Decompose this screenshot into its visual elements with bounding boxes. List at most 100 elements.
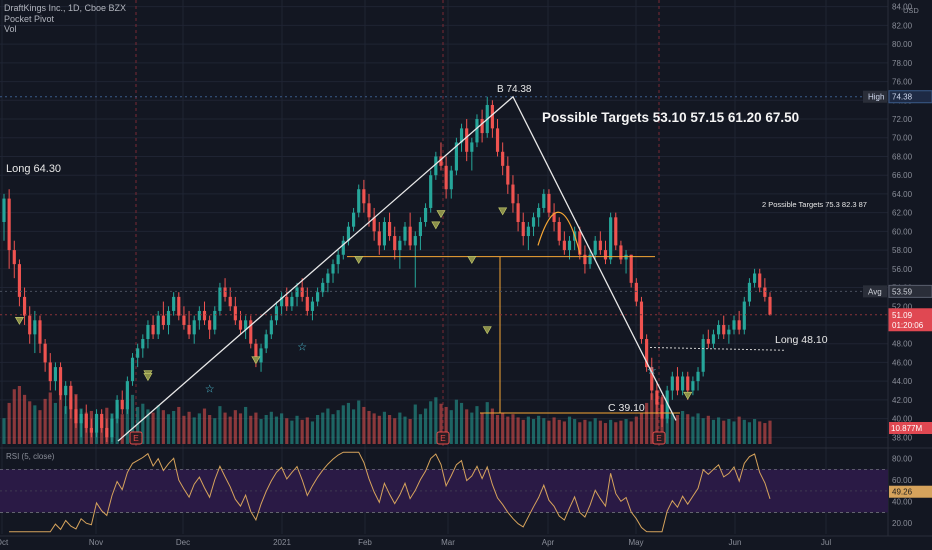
star-icon: ☆ xyxy=(647,365,657,377)
candle-body xyxy=(259,348,263,363)
candle-body xyxy=(316,292,320,302)
candle-body xyxy=(747,282,752,302)
candle-body xyxy=(552,212,556,222)
candle xyxy=(295,282,299,307)
volume-bar xyxy=(706,415,710,444)
volume-bar xyxy=(38,410,42,444)
star-icon: ☆ xyxy=(297,342,307,354)
volume-bar xyxy=(213,418,217,444)
price-tick-label: 66.00 xyxy=(892,171,913,180)
candle-body xyxy=(100,413,104,428)
volume-bar xyxy=(2,418,6,444)
volume-bar xyxy=(69,397,73,444)
volume-bar xyxy=(326,408,330,444)
candle xyxy=(141,334,145,358)
earnings-label: E xyxy=(656,433,662,443)
candle-body xyxy=(331,264,335,274)
candle-body xyxy=(490,104,494,129)
candle xyxy=(521,212,525,246)
candle-body xyxy=(74,409,78,424)
indicator-label[interactable]: Pocket Pivot xyxy=(4,13,55,24)
candle xyxy=(105,418,109,442)
volume-bar xyxy=(290,420,294,444)
time-tick-label: Apr xyxy=(542,538,555,547)
rsi-title: RSI (5, close) xyxy=(6,452,55,461)
candle xyxy=(490,100,494,138)
candle xyxy=(650,357,654,400)
candle xyxy=(7,189,11,269)
volume-bar xyxy=(161,410,165,444)
candle-body xyxy=(408,226,412,246)
volume-bar xyxy=(413,404,417,444)
volume-bar xyxy=(598,420,602,444)
candle-body xyxy=(238,320,243,330)
candle-body xyxy=(33,320,37,335)
volume-bar xyxy=(285,418,289,444)
volume-bar xyxy=(393,418,397,444)
price-tick-label: 76.00 xyxy=(892,78,913,87)
candle xyxy=(177,292,181,321)
candle-body xyxy=(367,203,371,218)
candle-body xyxy=(305,296,309,311)
price-tag-value: 53.59 xyxy=(892,287,913,296)
volume-bar xyxy=(310,421,315,444)
candle-body xyxy=(64,385,68,396)
candle xyxy=(213,306,217,335)
candle xyxy=(269,315,273,340)
price-tick-label: 44.00 xyxy=(892,377,913,386)
candle-body xyxy=(696,371,700,382)
candle xyxy=(634,278,638,307)
volume-bar xyxy=(557,419,561,444)
candle xyxy=(357,184,361,218)
candle xyxy=(244,315,248,340)
volume-bar xyxy=(228,416,232,444)
volume-bar xyxy=(495,415,500,444)
candle xyxy=(53,362,57,391)
candle-body xyxy=(197,310,201,321)
candle-body xyxy=(691,381,695,391)
time-tick-label: Dec xyxy=(176,538,190,547)
volume-bar xyxy=(141,403,145,444)
volume-label[interactable]: Vol xyxy=(4,24,17,34)
symbol-title[interactable]: DraftKings Inc., 1D, Cboe BZX xyxy=(4,3,127,13)
volume-bar xyxy=(629,421,633,444)
candle xyxy=(557,217,561,246)
volume-bar xyxy=(722,420,726,444)
volume-bar xyxy=(387,415,392,444)
candle xyxy=(747,278,752,307)
candle xyxy=(192,315,196,344)
pattern-line xyxy=(117,95,677,442)
candle xyxy=(398,236,402,269)
pivot-label-c: C 39.10 xyxy=(608,402,645,414)
price-tick-label: 52.00 xyxy=(892,302,913,311)
volume-bar xyxy=(130,394,135,444)
candle xyxy=(280,292,284,316)
candle xyxy=(737,310,741,335)
price-tag-box xyxy=(888,90,932,104)
candle-body xyxy=(439,156,443,166)
rsi-value-label: 49.26 xyxy=(892,488,913,497)
volume-bar xyxy=(300,419,304,444)
volume-bar xyxy=(645,402,649,444)
price-tick-label: 78.00 xyxy=(892,59,913,68)
volume-bar xyxy=(238,413,243,444)
volume-bar xyxy=(120,414,124,444)
candle-body xyxy=(12,250,16,265)
candle xyxy=(290,292,294,311)
volume-bar xyxy=(485,402,489,444)
candle xyxy=(501,142,505,176)
candle-body xyxy=(372,217,376,232)
long-entry-line xyxy=(649,346,786,351)
candle xyxy=(336,250,340,274)
candle xyxy=(495,119,500,157)
candle xyxy=(110,413,114,442)
candle xyxy=(259,343,263,372)
candle-body xyxy=(742,301,746,330)
volume-bar xyxy=(280,413,284,444)
rsi-tick-label: 80.00 xyxy=(892,455,913,464)
candle xyxy=(382,217,387,251)
volume-bar xyxy=(552,417,556,444)
candle-body xyxy=(727,329,731,335)
candle xyxy=(701,334,705,377)
